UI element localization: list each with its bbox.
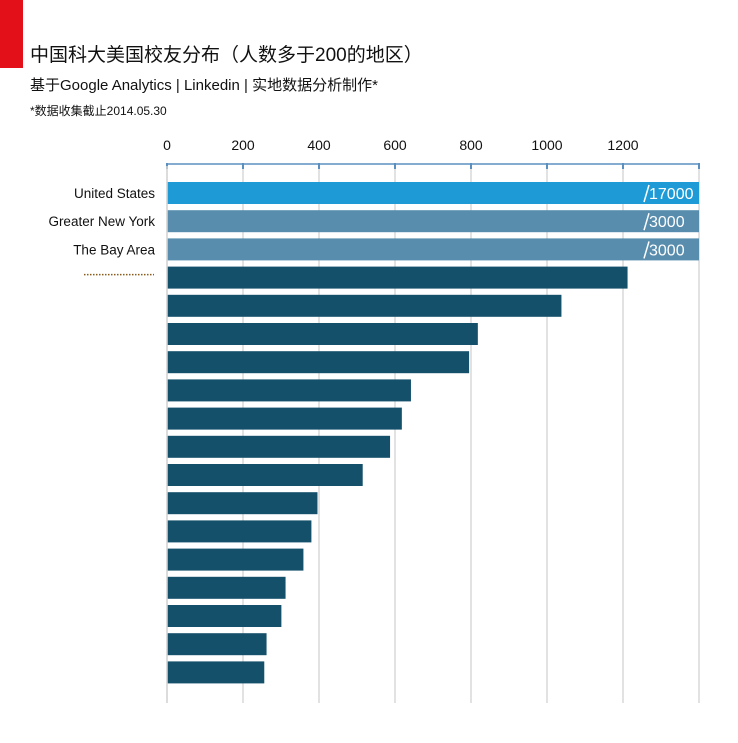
x-tick-label: 400 [307,137,331,153]
x-tick-label: 1000 [531,137,562,153]
bar [167,520,312,543]
chart-note: *数据收集截止2014.05.30 [30,104,167,118]
bar [167,379,411,402]
bar [167,605,282,627]
bar [167,464,363,486]
accent-bar [0,0,23,68]
bar-value-label: 17000 [649,186,694,203]
category-label: The Bay Area [73,242,155,257]
bar [167,548,304,571]
bar-value-label: 3000 [649,242,685,259]
axis-break-mark [643,184,650,203]
axis-break-mark [643,241,650,259]
bar-value-label: 3000 [649,214,685,231]
bar [167,435,391,458]
bar [167,238,699,261]
category-label: Greater New York [48,214,155,229]
bar [167,266,628,289]
x-tick-label: 1200 [607,137,638,153]
x-tick-label: 0 [163,137,171,153]
category-label: United States [74,186,155,201]
chart-title: 中国科大美国校友分布（人数多于200的地区） [30,45,423,66]
chart-subtitle: 基于Google Analytics | Linkedin | 实地数据分析制作… [30,77,378,94]
axis-break-mark [643,212,650,231]
bar [167,323,478,345]
x-tick-label: 800 [459,137,483,153]
bar [167,633,267,656]
bar [167,407,402,430]
bar [167,210,699,233]
bar [167,492,318,515]
x-tick-label: 600 [383,137,407,153]
bar [167,576,286,599]
bar [167,661,265,684]
bar [167,182,699,204]
bar [167,351,470,374]
x-tick-label: 200 [231,137,255,153]
bar [167,294,562,317]
